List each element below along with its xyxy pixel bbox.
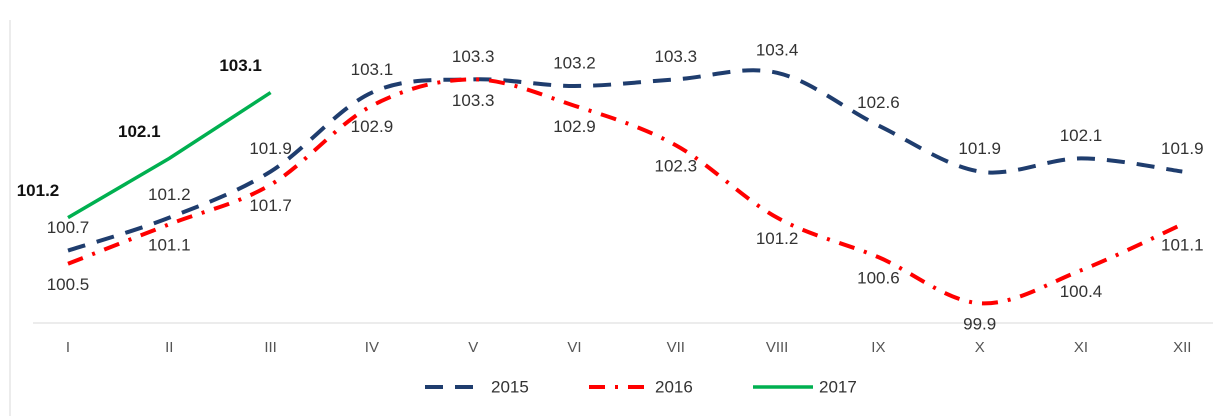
legend-label: 2016 xyxy=(655,377,693,396)
x-tick-label: V xyxy=(468,339,478,356)
series-line xyxy=(67,91,272,220)
data-label: 100.7 xyxy=(47,218,90,237)
x-tick-label: X xyxy=(975,339,985,356)
data-label: 102.3 xyxy=(655,157,698,176)
data-label: 103.4 xyxy=(756,40,799,59)
data-label: 100.5 xyxy=(47,275,90,294)
x-tick-label: IX xyxy=(871,339,885,356)
x-tick-label: III xyxy=(264,339,277,356)
data-label: 100.6 xyxy=(857,269,900,288)
data-label: 101.9 xyxy=(1161,139,1204,158)
data-label: 103.3 xyxy=(655,47,698,66)
x-tick-label: I xyxy=(66,339,70,356)
data-label: 102.1 xyxy=(1060,126,1103,145)
legend-label: 2015 xyxy=(491,377,529,396)
data-label: 102.1 xyxy=(118,122,161,141)
data-label: 103.1 xyxy=(219,56,262,75)
series-line xyxy=(67,77,1184,306)
data-label: 101.2 xyxy=(756,229,799,248)
data-label: 100.4 xyxy=(1060,282,1103,301)
data-label: 99.9 xyxy=(963,315,996,334)
x-tick-label: II xyxy=(165,339,173,356)
data-label: 101.9 xyxy=(249,139,292,158)
data-label: 101.2 xyxy=(17,181,60,200)
data-label: 101.2 xyxy=(148,185,191,204)
data-label: 102.9 xyxy=(553,117,596,136)
data-label: 101.1 xyxy=(148,236,191,255)
data-label: 103.1 xyxy=(351,60,394,79)
legend-label: 2017 xyxy=(819,377,857,396)
data-label: 103.3 xyxy=(452,91,495,110)
x-tick-label: VIII xyxy=(766,339,789,356)
data-label: 103.2 xyxy=(553,53,596,72)
x-tick-label: IV xyxy=(365,339,379,356)
series-line xyxy=(67,68,1183,253)
data-label: 101.1 xyxy=(1161,236,1204,255)
x-tick-label: XII xyxy=(1173,339,1191,356)
x-tick-label: VI xyxy=(567,339,581,356)
data-label: 103.3 xyxy=(452,47,495,66)
data-label: 101.7 xyxy=(249,196,292,215)
x-tick-label: XI xyxy=(1074,339,1088,356)
x-tick-label: VII xyxy=(667,339,685,356)
data-label: 102.9 xyxy=(351,117,394,136)
data-label: 101.9 xyxy=(958,139,1001,158)
data-label: 102.6 xyxy=(857,93,900,112)
